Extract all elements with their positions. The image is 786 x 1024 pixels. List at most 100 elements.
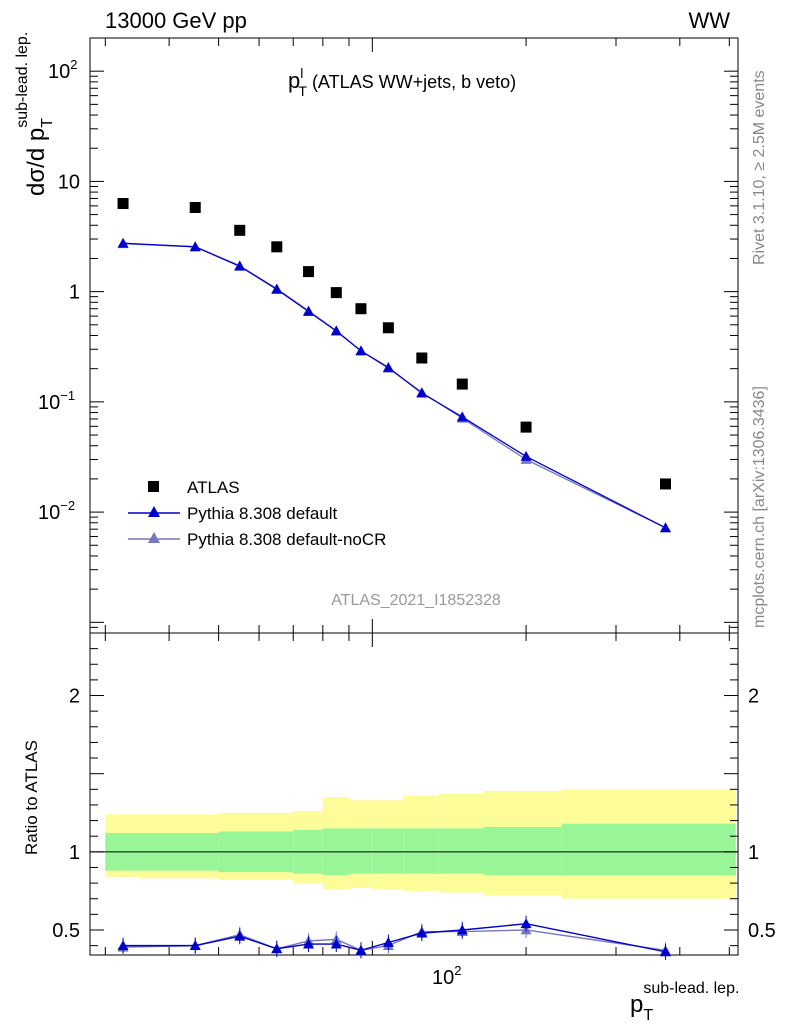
plot-title-main: p (288, 68, 300, 93)
mc-triangle-marker (271, 283, 283, 294)
ratio-triangle-marker (271, 943, 283, 954)
ratio-triangle-marker (659, 946, 671, 957)
atlas-data-marker (234, 224, 246, 236)
y-axis-label-sup: sub-lead. lep. (14, 32, 31, 128)
mc-triangle-marker (330, 325, 342, 336)
plot-title-rest: (ATLAS WW+jets, b veto) (307, 72, 516, 92)
legend-atlas-label: ATLAS (187, 478, 240, 497)
band-inner-bin (348, 828, 373, 874)
ratio-triangle-marker (355, 944, 367, 955)
ratio-line-default (123, 923, 666, 953)
mc-triangle-marker (382, 361, 394, 372)
atlas-data-marker (520, 421, 532, 433)
ratio-y-tick-label-left: 0.5 (52, 920, 80, 942)
x-axis-label-sub: T (643, 1007, 653, 1024)
ratio-frame (89, 632, 739, 956)
ratio-triangle-marker (117, 940, 129, 951)
header-process-label: WW (688, 8, 730, 33)
analysis-watermark: ATLAS_2021_I1852328 (331, 592, 501, 609)
band-inner-bin (372, 828, 404, 874)
y-tick-exp: −1 (60, 388, 75, 403)
ratio-line-nocr (123, 929, 666, 952)
ratio-y-tick-label-right: 2 (748, 686, 759, 708)
atlas-data-marker (355, 303, 367, 315)
legend-nocr-marker (148, 532, 160, 543)
mc-triangle-marker (303, 306, 315, 316)
ratio-y-tick-label-right: 1 (748, 842, 759, 864)
y-tick-base: 1 (69, 282, 80, 304)
ratio-triangle-marker (456, 924, 468, 935)
atlas-data-marker (189, 201, 201, 213)
x-axis-label-sup: sub-lead. lep. (643, 980, 739, 997)
series-line-default (123, 242, 666, 529)
plot-title-sup: l (300, 65, 303, 81)
x-axis-label: pTsub-lead. lep. (630, 980, 739, 1024)
ratio-triangle-marker (234, 930, 246, 941)
y-tick-label: 10−2 (38, 498, 75, 524)
legend: ATLAS Pythia 8.308 default Pythia 8.308 … (128, 478, 386, 549)
ratio-triangle-marker (416, 927, 428, 938)
mc-triangle-marker (355, 345, 367, 356)
y-axis-label-main: dσ/d p (23, 128, 50, 196)
legend-default-label: Pythia 8.308 default (187, 504, 338, 523)
y-axis-label-sub: T (39, 118, 56, 128)
y-tick-label: 102 (48, 57, 77, 83)
atlas-data-marker (271, 241, 283, 253)
ratio-triangle-marker (330, 938, 342, 949)
mc-series-lines (123, 242, 666, 529)
y-tick-label: 1 (69, 282, 80, 304)
ratio-series-lines (117, 915, 671, 960)
x-tick-exp: 2 (454, 963, 461, 978)
uncertainty-bands (90, 789, 738, 899)
mc-triangle-marker (189, 241, 201, 252)
ratio-y-tick-label-left: 1 (69, 842, 80, 864)
ratio-triangle-marker (520, 918, 532, 929)
x-axis-label-main: p (630, 991, 643, 1018)
header-energy-label: 13000 GeV pp (105, 8, 247, 33)
legend-nocr-label: Pythia 8.308 default-noCR (187, 530, 386, 549)
mc-triangle-marker (659, 522, 671, 533)
mc-triangle-marker (416, 387, 428, 398)
legend-atlas-marker (148, 481, 159, 492)
band-inner-bin (483, 826, 562, 876)
ratio-triangle-marker (303, 938, 315, 949)
band-inner-bin (438, 828, 484, 874)
legend-default-marker (148, 506, 160, 517)
atlas-data-marker (382, 322, 394, 334)
y-tick-base: 10 (38, 502, 60, 524)
mc-triangle-marker (117, 237, 129, 248)
atlas-data-marker (456, 378, 468, 390)
rivet-version-label: Rivet 3.1.10, ≥ 2.5M events (751, 70, 768, 265)
y-axis-label: dσ/d pTsub-lead. lep. (14, 32, 56, 196)
ratio-y-tick-label-right: 0.5 (748, 920, 776, 942)
y-tick-label: 10−1 (38, 388, 75, 414)
ratio-triangle-marker (189, 940, 201, 951)
atlas-data-marker (416, 352, 428, 364)
ratio-triangle-marker (382, 936, 394, 947)
plot-title-sub: T (298, 83, 307, 99)
atlas-data-marker (659, 478, 671, 490)
y-tick-base: 10 (58, 171, 80, 193)
ratio-y-axis-label: Ratio to ATLAS (22, 740, 41, 855)
band-inner-bin (403, 828, 439, 874)
atlas-data-marker (303, 266, 315, 278)
y-tick-base: 10 (48, 61, 70, 83)
ratio-y-tick-label-left: 2 (69, 686, 80, 708)
plot-title: pl T (ATLAS WW+jets, b veto) (288, 65, 516, 99)
ratio-axes: 0.5 0.5 1 1 2 2 (52, 632, 776, 956)
y-tick-exp: 2 (70, 57, 77, 72)
mc-triangle-marker (520, 450, 532, 461)
atlas-data-marker (117, 198, 129, 210)
mc-triangle-marker (456, 411, 468, 422)
y-tick-label: 10 (58, 171, 80, 193)
band-inner-bin (561, 823, 736, 876)
atlas-data-marker (330, 287, 342, 299)
x-tick-base: 10 (432, 967, 454, 989)
x-tick-label-100: 102 (432, 963, 461, 989)
data-markers (117, 198, 671, 533)
mc-triangle-marker (234, 260, 246, 271)
y-tick-exp: −2 (60, 498, 75, 513)
mcplots-label: mcplots.cern.ch [arXiv:1306.3436] (751, 386, 768, 628)
